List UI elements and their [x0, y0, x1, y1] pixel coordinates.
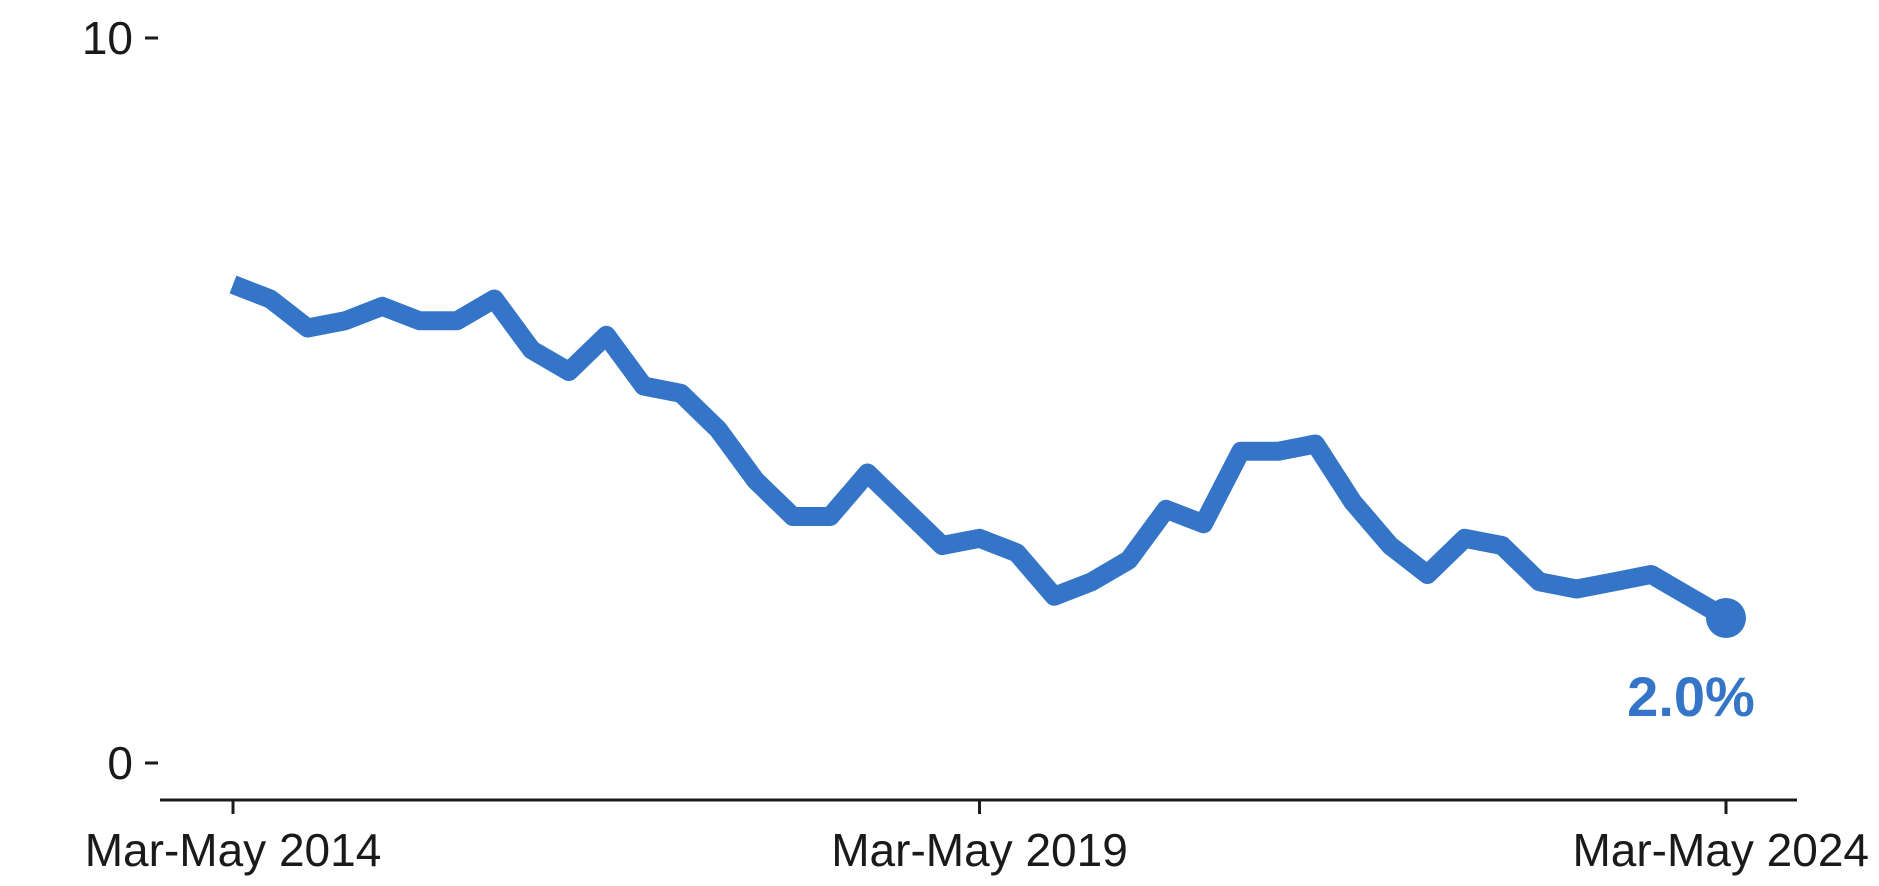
y-axis: 0 10 [82, 12, 158, 789]
x-axis: Mar-May 2014 Mar-May 2019 Mar-May 2024 [85, 798, 1869, 876]
x-tick-label: Mar-May 2019 [831, 824, 1128, 876]
end-point-marker [1706, 598, 1746, 638]
series-layer [229, 275, 1746, 638]
y-tick-label: 0 [107, 737, 133, 789]
series-line [229, 275, 1731, 627]
end-value-label: 2.0% [1627, 665, 1755, 728]
x-tick-label: Mar-May 2014 [85, 824, 382, 876]
x-tick-label: Mar-May 2024 [1572, 824, 1869, 876]
y-tick-label: 10 [82, 12, 133, 64]
